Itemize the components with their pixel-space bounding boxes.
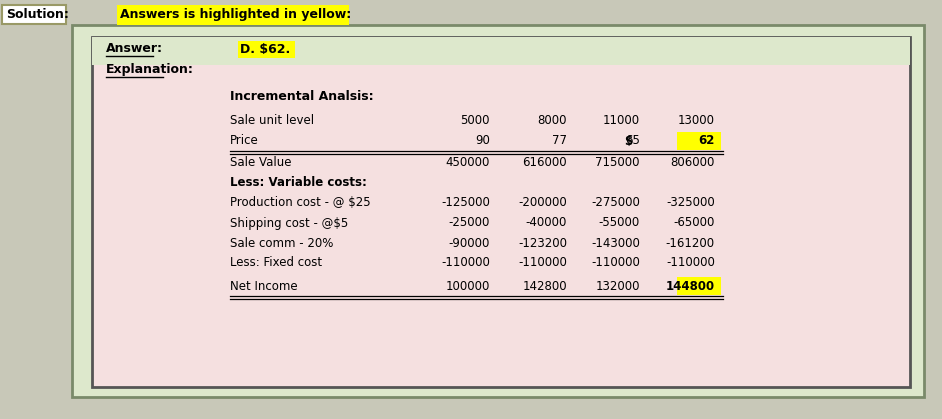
FancyBboxPatch shape: [72, 25, 924, 397]
Text: -40000: -40000: [526, 217, 567, 230]
Text: 142800: 142800: [523, 279, 567, 292]
Text: Answer:: Answer:: [106, 42, 163, 55]
Text: -25000: -25000: [448, 217, 490, 230]
Text: Sale unit level: Sale unit level: [230, 114, 314, 127]
Text: Sale Value: Sale Value: [230, 157, 291, 170]
Text: Incremental Analsis:: Incremental Analsis:: [230, 90, 374, 103]
Text: 450000: 450000: [446, 157, 490, 170]
Text: 13000: 13000: [678, 114, 715, 127]
Text: 806000: 806000: [671, 157, 715, 170]
Text: Less: Variable costs:: Less: Variable costs:: [230, 176, 366, 189]
Text: Answers is highlighted in yellow:: Answers is highlighted in yellow:: [120, 8, 351, 21]
Text: -110000: -110000: [666, 256, 715, 269]
Text: $: $: [624, 134, 632, 147]
FancyBboxPatch shape: [677, 277, 721, 295]
FancyBboxPatch shape: [92, 37, 910, 387]
Text: -143000: -143000: [592, 236, 640, 249]
Text: -125000: -125000: [441, 197, 490, 210]
Text: -55000: -55000: [599, 217, 640, 230]
FancyBboxPatch shape: [2, 5, 66, 24]
Text: D. $62.: D. $62.: [240, 43, 290, 56]
Text: 62: 62: [699, 134, 715, 147]
Text: Less: Fixed cost: Less: Fixed cost: [230, 256, 322, 269]
Text: 8000: 8000: [538, 114, 567, 127]
Text: Sale comm - 20%: Sale comm - 20%: [230, 236, 333, 249]
Text: -110000: -110000: [441, 256, 490, 269]
Text: Net Income: Net Income: [230, 279, 298, 292]
Text: 65: 65: [625, 134, 640, 147]
Text: 90: 90: [475, 134, 490, 147]
FancyBboxPatch shape: [92, 37, 910, 65]
Text: -123200: -123200: [518, 236, 567, 249]
Text: -65000: -65000: [674, 217, 715, 230]
Text: -90000: -90000: [448, 236, 490, 249]
Text: -275000: -275000: [592, 197, 640, 210]
Text: 77: 77: [552, 134, 567, 147]
Text: Shipping cost - @$5: Shipping cost - @$5: [230, 217, 349, 230]
FancyBboxPatch shape: [117, 5, 349, 25]
FancyBboxPatch shape: [677, 132, 721, 150]
Text: 100000: 100000: [446, 279, 490, 292]
Text: Explanation:: Explanation:: [106, 64, 194, 77]
Text: 715000: 715000: [595, 157, 640, 170]
Text: Price: Price: [230, 134, 259, 147]
Text: 11000: 11000: [603, 114, 640, 127]
Text: 616000: 616000: [523, 157, 567, 170]
Text: 144800: 144800: [666, 279, 715, 292]
Text: Solution:: Solution:: [6, 8, 69, 21]
Text: -200000: -200000: [518, 197, 567, 210]
Text: -110000: -110000: [518, 256, 567, 269]
Text: -110000: -110000: [592, 256, 640, 269]
Text: Production cost - @ $25: Production cost - @ $25: [230, 197, 370, 210]
Text: 132000: 132000: [595, 279, 640, 292]
FancyBboxPatch shape: [238, 41, 295, 58]
Text: -161200: -161200: [666, 236, 715, 249]
Text: 5000: 5000: [461, 114, 490, 127]
Text: -325000: -325000: [666, 197, 715, 210]
